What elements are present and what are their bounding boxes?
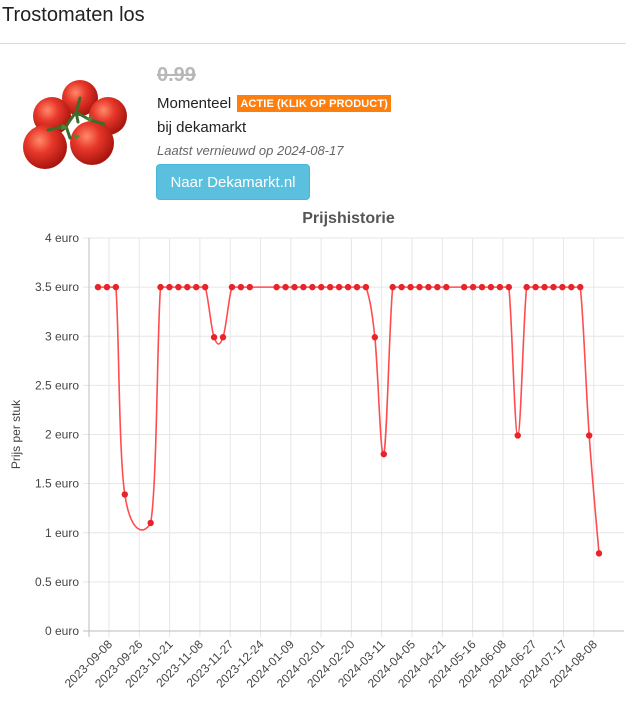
data-point: [282, 283, 289, 291]
data-point: [460, 283, 468, 291]
y-tick-label: 4 euro: [45, 231, 79, 245]
data-point: [478, 283, 486, 291]
y-axis-title: Prijs per stuk: [9, 399, 23, 469]
y-tick-label: 0.5 euro: [35, 575, 79, 589]
data-point: [344, 283, 352, 291]
data-point: [550, 283, 557, 291]
data-point: [514, 432, 521, 439]
data-point: [532, 283, 539, 291]
chart-title: Prijshistorie: [302, 210, 395, 227]
data-point: [184, 283, 191, 291]
data-point: [398, 283, 405, 291]
tomato-vine-icon[interactable]: [18, 76, 134, 176]
data-point: [505, 283, 513, 291]
data-point: [595, 550, 603, 557]
data-point: [103, 283, 111, 291]
status-label: Momenteel: [157, 95, 232, 112]
y-tick-label: 0 euro: [45, 624, 79, 638]
data-point: [166, 283, 173, 291]
data-point: [443, 283, 450, 291]
y-tick-label: 3.5 euro: [35, 280, 79, 294]
data-point: [353, 283, 361, 291]
data-point: [380, 450, 387, 458]
data-point: [318, 283, 325, 291]
data-point: [210, 334, 218, 341]
data-point: [407, 283, 414, 291]
data-point: [175, 283, 182, 291]
data-point: [496, 283, 504, 291]
data-point: [201, 283, 209, 291]
data-point: [568, 283, 575, 291]
y-tick-label: 1.5 euro: [35, 477, 79, 491]
data-point: [246, 283, 254, 291]
y-tick-label: 1 euro: [45, 526, 79, 540]
data-point: [228, 283, 236, 291]
data-point: [559, 283, 566, 291]
data-point: [362, 283, 370, 291]
promo-badge[interactable]: ACTIE (KLIK OP PRODUCT): [237, 95, 391, 112]
header-divider: [0, 43, 626, 44]
data-point: [469, 283, 477, 291]
data-point: [326, 283, 334, 291]
data-point: [94, 283, 102, 291]
series-line: [98, 286, 600, 554]
y-tick-label: 2 euro: [45, 428, 79, 442]
data-point: [389, 283, 396, 291]
price-history-chart: Prijshistorie 0 euro 0.5 euro 1 euro 1.5 eur…: [9, 210, 624, 691]
data-point: [416, 283, 423, 291]
data-point: [193, 283, 200, 291]
page-title: Trostomaten los: [2, 4, 145, 26]
visit-store-button[interactable]: Naar Dekamarkt.nl: [156, 164, 310, 200]
data-point: [425, 283, 432, 291]
data-point: [585, 432, 593, 439]
data-point: [523, 283, 530, 291]
y-tick-label: 3 euro: [45, 329, 79, 343]
data-point: [300, 283, 307, 291]
data-point: [147, 519, 154, 527]
data-point: [157, 283, 164, 291]
data-point: [541, 283, 548, 291]
data-point: [371, 334, 379, 341]
data-point: [112, 283, 120, 291]
data-point: [309, 283, 316, 291]
data-point: [487, 283, 495, 291]
store-text: bij dekamarkt: [157, 119, 247, 136]
data-point: [434, 283, 441, 291]
data-point: [335, 283, 343, 291]
old-price: 0.99: [157, 64, 196, 86]
status-line: Momenteel ACTIE (KLIK OP PRODUCT): [157, 95, 391, 112]
y-tick-label: 2.5 euro: [35, 378, 79, 392]
data-point: [121, 491, 128, 498]
data-point: [291, 283, 298, 291]
updated-text: Laatst vernieuwd op 2024-08-17: [157, 143, 344, 158]
data-point: [273, 283, 280, 291]
data-point: [219, 334, 227, 341]
data-point: [577, 283, 584, 291]
data-point: [237, 283, 245, 291]
